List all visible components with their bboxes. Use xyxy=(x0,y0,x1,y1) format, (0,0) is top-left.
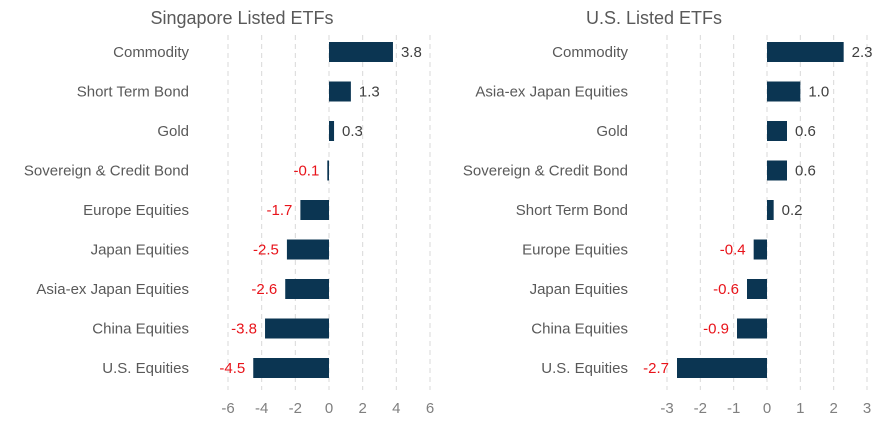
bar xyxy=(767,81,801,102)
x-tick-label: 6 xyxy=(426,400,434,417)
data-label: 0.3 xyxy=(342,123,363,140)
data-label: -0.6 xyxy=(713,281,739,298)
data-label: -2.7 xyxy=(643,360,669,377)
chart-title: U.S. Listed ETFs xyxy=(586,8,722,28)
category-label: Sovereign & Credit Bond xyxy=(24,163,189,180)
category-label: U.S. Equities xyxy=(102,360,189,377)
category-label: U.S. Equities xyxy=(541,360,628,377)
x-tick-label: 2 xyxy=(358,400,366,417)
x-tick-label: 2 xyxy=(829,400,837,417)
data-label: 0.2 xyxy=(782,202,803,219)
x-tick-label: 3 xyxy=(863,400,871,417)
data-label: -0.4 xyxy=(720,242,746,259)
bar xyxy=(329,42,393,62)
category-label: Asia-ex Japan Equities xyxy=(36,281,189,298)
bar xyxy=(737,318,767,339)
category-label: Japan Equities xyxy=(530,281,628,298)
bar xyxy=(767,200,774,220)
data-label: -0.9 xyxy=(703,321,729,338)
x-tick-label: -3 xyxy=(660,400,673,417)
category-label: Commodity xyxy=(552,44,628,61)
x-tick-label: -2 xyxy=(694,400,707,417)
bar xyxy=(300,200,329,220)
x-tick-label: -2 xyxy=(289,400,302,417)
x-tick-label: -6 xyxy=(221,400,234,417)
category-label: Europe Equities xyxy=(83,202,189,219)
category-label: Japan Equities xyxy=(91,242,189,259)
data-label: 0.6 xyxy=(795,163,816,180)
category-label: Asia-ex Japan Equities xyxy=(475,84,628,101)
category-label: Gold xyxy=(157,123,189,140)
bar xyxy=(265,318,329,339)
bar xyxy=(677,358,767,378)
bar xyxy=(285,279,329,299)
data-label: -4.5 xyxy=(219,360,245,377)
chart-title: Singapore Listed ETFs xyxy=(150,8,333,28)
data-label: 1.3 xyxy=(359,84,380,101)
bar xyxy=(286,239,329,260)
bar xyxy=(767,160,787,181)
category-label: Europe Equities xyxy=(522,242,628,259)
category-label: Short Term Bond xyxy=(516,202,628,219)
chart-us: U.S. Listed ETFs -3 -2 -1 0 1 2 3 Commodity 2.3 A… xyxy=(463,8,873,417)
bar xyxy=(767,121,787,141)
data-label: -2.5 xyxy=(253,242,279,259)
category-label: China Equities xyxy=(531,321,628,338)
x-tick-label: 1 xyxy=(796,400,804,417)
bar xyxy=(747,279,767,299)
bar xyxy=(767,42,844,62)
bar xyxy=(253,358,329,378)
category-label: China Equities xyxy=(92,321,189,338)
x-tick-label: 0 xyxy=(325,400,333,417)
category-label: Commodity xyxy=(113,44,189,61)
data-label: -2.6 xyxy=(251,281,277,298)
x-tick-label: -1 xyxy=(727,400,740,417)
x-tick-label: 4 xyxy=(392,400,400,417)
category-label: Gold xyxy=(596,123,628,140)
data-label: 3.8 xyxy=(401,44,422,61)
category-label: Short Term Bond xyxy=(77,84,189,101)
data-label: 0.6 xyxy=(795,123,816,140)
x-tick-label: -4 xyxy=(255,400,268,417)
x-tick-label: 0 xyxy=(763,400,771,417)
data-label: -0.1 xyxy=(293,163,319,180)
bar xyxy=(329,81,351,102)
data-label: 2.3 xyxy=(852,44,873,61)
category-label: Sovereign & Credit Bond xyxy=(463,163,628,180)
bar xyxy=(327,160,329,181)
bar xyxy=(329,121,335,141)
data-label: -1.7 xyxy=(267,202,293,219)
data-label: 1.0 xyxy=(808,84,829,101)
data-label: -3.8 xyxy=(231,321,257,338)
bar xyxy=(753,239,767,260)
chart-singapore: Singapore Listed ETFs -6 -4 -2 0 2 4 6 Commodit… xyxy=(24,8,434,417)
